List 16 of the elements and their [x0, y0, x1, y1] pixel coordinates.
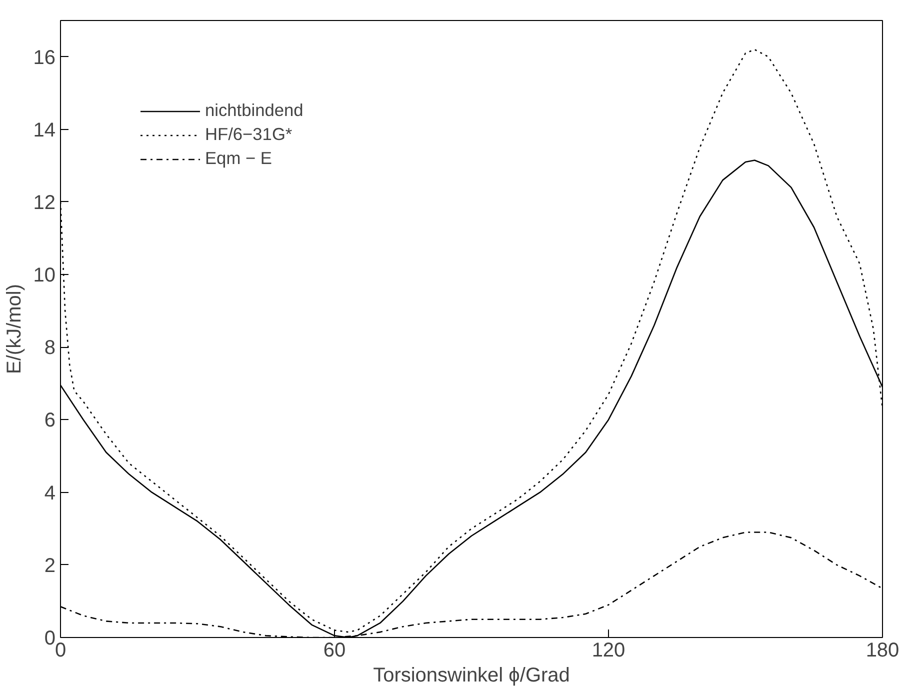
y-tick-label: 14 [33, 119, 56, 142]
x-axis-title: Torsionswinkel ϕ/Grad [373, 664, 570, 686]
y-axis-title: E/(kJ/mol) [3, 284, 26, 374]
legend-label: HF/6−31G* [205, 124, 292, 145]
y-tick-label: 16 [33, 46, 56, 69]
legend-label: nichtbindend [205, 100, 304, 121]
x-tick-label: 60 [323, 640, 346, 662]
y-tick-label: 2 [44, 554, 56, 577]
y-tick-label: 10 [33, 264, 56, 287]
y-tick-label: 6 [44, 410, 56, 432]
y-tick-label: 8 [44, 337, 56, 360]
x-tick-label: 180 [866, 640, 900, 662]
x-tick-label: 120 [592, 640, 626, 662]
y-tick-label: 12 [33, 192, 56, 214]
legend-label: Eqm − E [205, 148, 272, 169]
y-tick-label: 4 [44, 482, 56, 504]
